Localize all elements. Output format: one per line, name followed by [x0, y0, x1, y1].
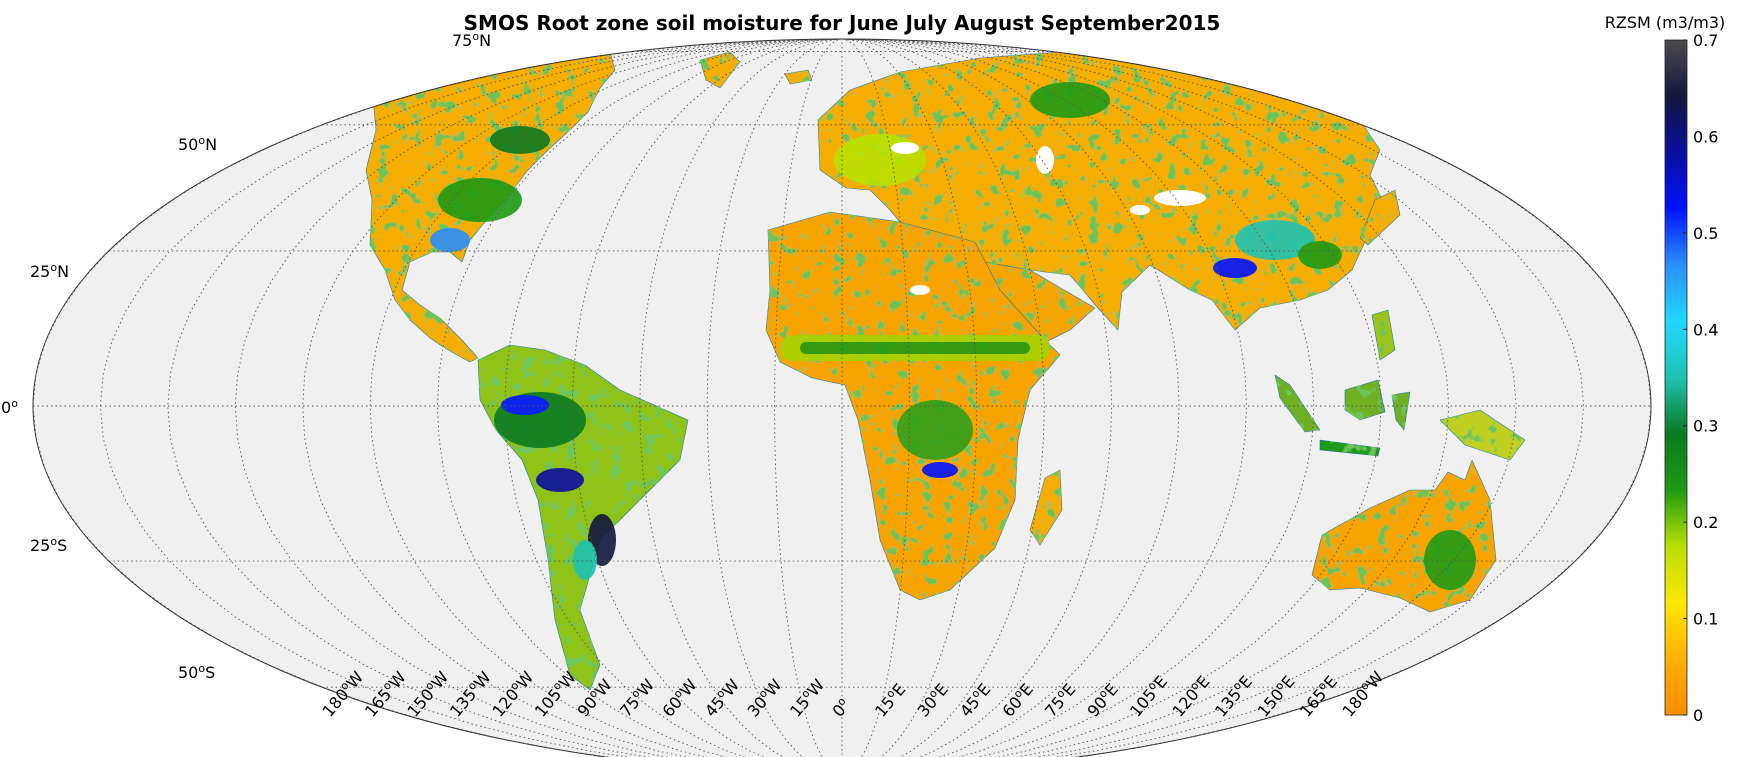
- meridian: [167, 39, 843, 757]
- greenland: [699, 51, 741, 89]
- colorbar-tick-label: 0.6: [1693, 127, 1718, 146]
- philippines: [1371, 309, 1396, 361]
- meridian: [841, 39, 1045, 757]
- meridian: [706, 39, 843, 757]
- no-data-areas: [891, 142, 1206, 295]
- colorbar-tick-label: 0.4: [1693, 320, 1718, 339]
- colorbar-tick-label: 0.1: [1693, 610, 1718, 629]
- meridian: [302, 39, 843, 757]
- lat-label: 0o: [1, 397, 18, 417]
- lat-label: 25oS: [30, 535, 67, 555]
- colorbar-tick-label: 0.7: [1693, 31, 1718, 50]
- meridian: [774, 39, 843, 757]
- new-guinea: [1439, 409, 1526, 461]
- meridian: [841, 39, 1180, 757]
- borneo: [1344, 379, 1386, 421]
- colorbar-tick-label: 0.5: [1693, 224, 1718, 243]
- sumatra: [1274, 374, 1321, 433]
- map-frame: [32, 38, 1652, 757]
- colorbar-scale: [1664, 39, 1688, 716]
- colorbar-tick-label: 0.3: [1693, 417, 1718, 436]
- java: [1319, 439, 1381, 457]
- colorbar-label: RZSM (m3/m3): [1605, 13, 1726, 32]
- meridian: [841, 39, 910, 757]
- colorbar: RZSM (m3/m3) 0 0.1 0.2 0.3 0.4 0.5 0.6 0.7: [1605, 13, 1726, 725]
- meridian: [841, 39, 1382, 757]
- japan: [1359, 189, 1401, 246]
- colorbar-ticks: 0 0.1 0.2 0.3 0.4 0.5 0.6 0.7: [1683, 31, 1718, 725]
- lat-label: 75oN: [452, 30, 491, 50]
- colorbar-tick-label: 0.2: [1693, 513, 1718, 532]
- lat-label: 25oN: [30, 261, 69, 281]
- meridian: [841, 39, 1517, 757]
- meridian: [841, 39, 978, 757]
- lat-label: 50oN: [178, 134, 217, 154]
- lat-labels: 75oN 50oN 25oN 0o 25oS 50oS: [1, 30, 491, 682]
- madagascar: [1029, 469, 1063, 546]
- lat-label: 50oS: [178, 662, 215, 682]
- iceland: [784, 69, 813, 85]
- map-title: SMOS Root zone soil moisture for June Ju…: [464, 11, 1221, 35]
- meridian: [639, 39, 843, 757]
- colorbar-tick-label: 0: [1693, 706, 1703, 725]
- meridian: [504, 39, 843, 757]
- sulawesi: [1391, 391, 1411, 431]
